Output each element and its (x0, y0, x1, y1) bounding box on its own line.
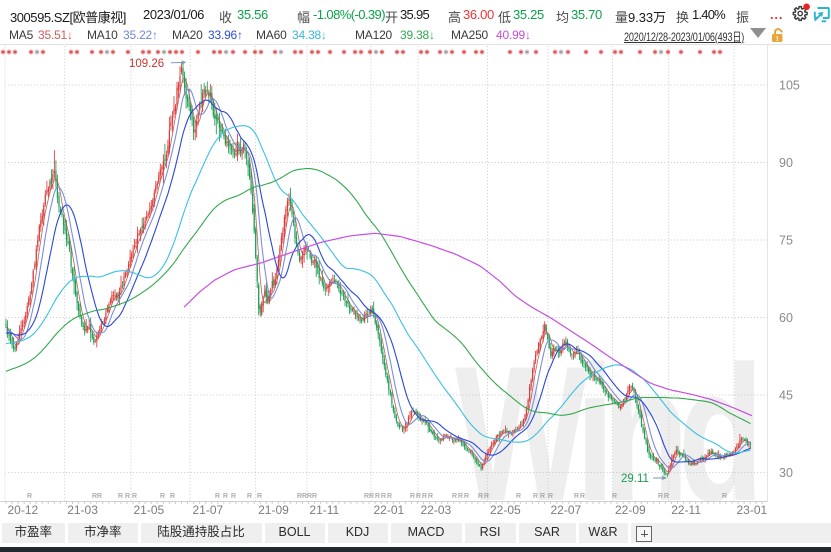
svg-text:R: R (664, 493, 669, 500)
svg-text:Wind: Wind (455, 325, 755, 541)
svg-text:R: R (722, 493, 727, 500)
svg-text:R: R (381, 493, 386, 500)
svg-text:R: R (297, 493, 302, 500)
svg-text:R: R (478, 493, 483, 500)
svg-text:29.11: 29.11 (621, 473, 649, 485)
svg-text:R: R (375, 493, 380, 500)
svg-text:30: 30 (779, 466, 793, 480)
svg-text:R: R (302, 493, 307, 500)
svg-text:109.26: 109.26 (129, 58, 164, 70)
svg-text:R: R (257, 493, 262, 500)
svg-text:21-07: 21-07 (193, 503, 224, 517)
svg-text:R: R (516, 493, 521, 500)
svg-text:R: R (658, 493, 663, 500)
svg-text:22-11: 22-11 (671, 503, 701, 517)
svg-text:22-05: 22-05 (490, 503, 521, 517)
svg-text:R: R (27, 493, 32, 500)
svg-text:R: R (125, 493, 130, 500)
svg-text:R: R (160, 493, 165, 500)
svg-text:21-05: 21-05 (134, 503, 165, 517)
svg-text:R: R (458, 493, 463, 500)
svg-text:R: R (387, 493, 392, 500)
svg-text:21-11: 21-11 (309, 503, 339, 517)
svg-text:R: R (364, 493, 369, 500)
svg-text:R: R (410, 493, 415, 500)
svg-text:R: R (580, 493, 585, 500)
svg-text:22-01: 22-01 (374, 503, 405, 517)
svg-text:R: R (533, 493, 538, 500)
svg-text:R: R (452, 493, 457, 500)
svg-text:!: ! (776, 34, 779, 43)
svg-text:R: R (416, 493, 421, 500)
svg-text:R: R (231, 493, 236, 500)
svg-text:R: R (307, 493, 312, 500)
svg-text:75: 75 (779, 233, 793, 247)
svg-text:R: R (132, 493, 137, 500)
svg-text:R: R (118, 493, 123, 500)
svg-text:22-03: 22-03 (421, 503, 452, 517)
svg-text:R: R (223, 493, 228, 500)
svg-text:R: R (97, 493, 102, 500)
svg-text:R: R (369, 493, 374, 500)
svg-text:21-03: 21-03 (67, 503, 98, 517)
svg-text:R: R (612, 493, 617, 500)
svg-text:R: R (215, 493, 220, 500)
svg-text:R: R (92, 493, 97, 500)
svg-text:R: R (574, 493, 579, 500)
svg-text:21-09: 21-09 (258, 503, 289, 517)
svg-text:R: R (428, 493, 433, 500)
svg-text:R: R (312, 493, 317, 500)
svg-text:R: R (170, 493, 175, 500)
svg-text:22-09: 22-09 (615, 503, 646, 517)
svg-text:45: 45 (779, 388, 793, 402)
svg-text:R: R (540, 493, 545, 500)
svg-text:R: R (464, 493, 469, 500)
svg-text:23-01: 23-01 (737, 503, 768, 517)
svg-text:R: R (422, 493, 427, 500)
svg-text:R: R (484, 493, 489, 500)
svg-text:105: 105 (779, 78, 800, 92)
svg-text:90: 90 (779, 156, 793, 170)
svg-text:R: R (548, 493, 553, 500)
svg-text:60: 60 (779, 311, 793, 325)
svg-text:20-12: 20-12 (8, 503, 39, 517)
svg-text:R: R (247, 493, 252, 500)
svg-text:22-07: 22-07 (551, 503, 582, 517)
